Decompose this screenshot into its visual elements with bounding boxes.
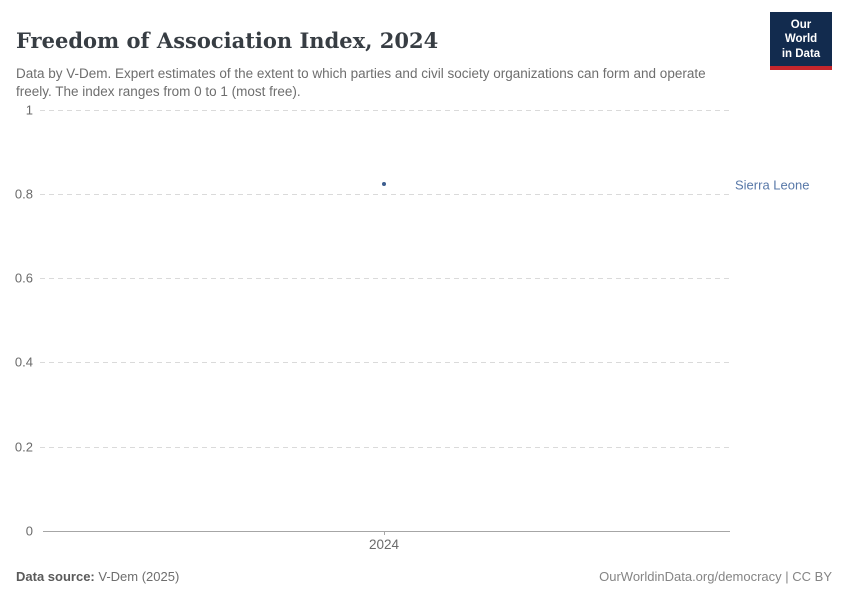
gridline bbox=[40, 194, 730, 195]
y-axis-tick-label: 0.2 bbox=[14, 439, 33, 455]
footer-source-value: V-Dem (2025) bbox=[98, 569, 180, 584]
x-axis-line bbox=[43, 531, 730, 532]
entity-label-sierra-leone[interactable]: Sierra Leone bbox=[735, 177, 810, 193]
y-axis-tick-label: 0.6 bbox=[14, 270, 33, 286]
y-axis-tick-label: 0 bbox=[25, 523, 33, 539]
y-axis-tick-label: 1 bbox=[25, 102, 33, 118]
x-axis-tick-label: 2024 bbox=[368, 537, 400, 552]
chart-subtitle: Data by V-Dem. Expert estimates of the e… bbox=[16, 65, 706, 99]
owid-logo-line2: in Data bbox=[781, 47, 821, 60]
gridline bbox=[40, 110, 730, 111]
footer-source-label: Data source: bbox=[16, 569, 95, 584]
y-axis-tick-label: 0.4 bbox=[14, 354, 33, 370]
data-point-sierra-leone[interactable] bbox=[382, 182, 386, 186]
footer-source: Data source: V-Dem (2025) bbox=[16, 569, 179, 584]
gridline bbox=[40, 362, 730, 363]
gridline bbox=[40, 278, 730, 279]
chart-title: Freedom of Association Index, 2024 bbox=[16, 28, 439, 54]
x-axis-tick-mark bbox=[384, 531, 385, 535]
y-axis-tick-label: 0.8 bbox=[14, 186, 33, 202]
owid-logo-line1: Our World bbox=[784, 19, 818, 46]
gridline bbox=[40, 447, 730, 448]
footer-credit-link[interactable]: OurWorldinData.org/democracy | CC BY bbox=[599, 569, 832, 584]
owid-logo[interactable]: Our World in Data bbox=[770, 12, 832, 71]
